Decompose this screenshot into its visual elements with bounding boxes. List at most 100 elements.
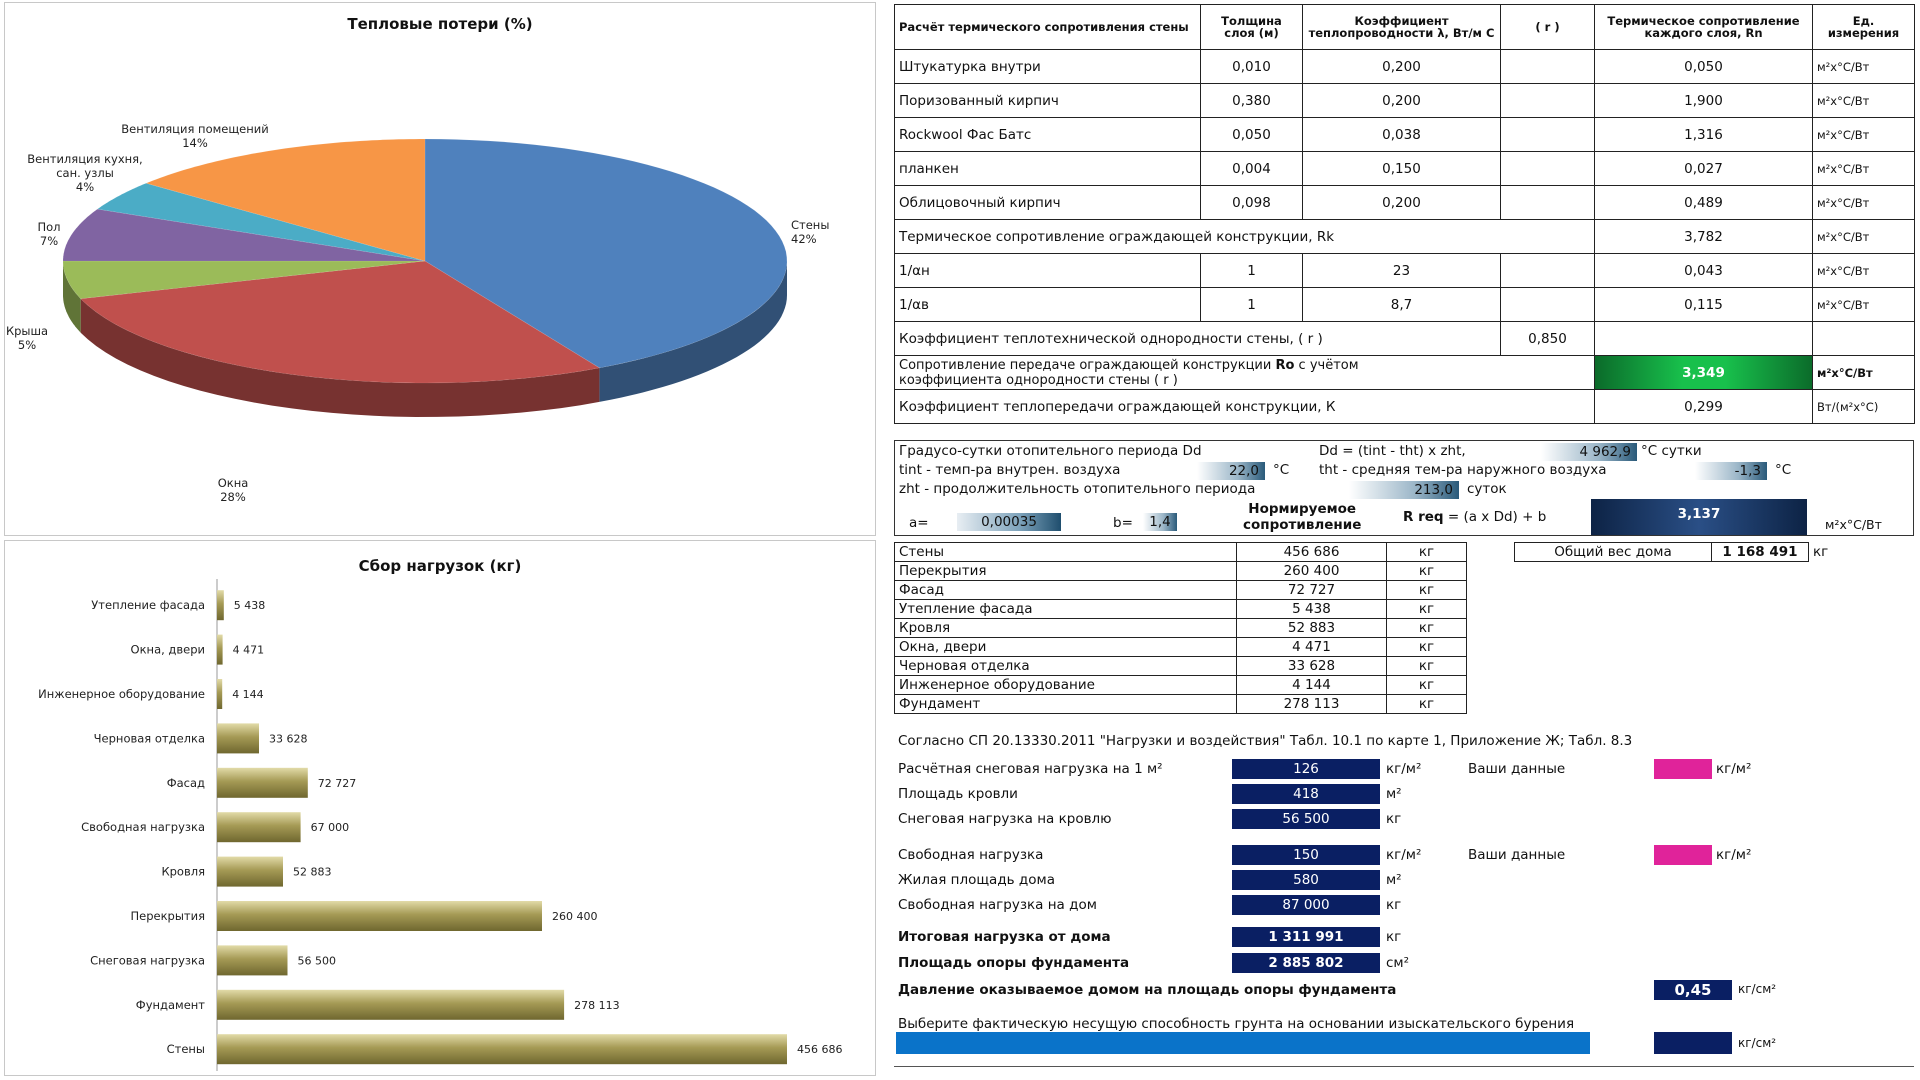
uniformity-empty-1 xyxy=(1594,321,1813,356)
layer-row: Облицовочный кирпич 0,098 0,200 0,489 м²х°С/… xyxy=(894,185,1915,220)
rreq-formula-text: = (a x Dd) + b xyxy=(1443,509,1547,525)
layer-name: Облицовочный кирпич xyxy=(894,185,1201,220)
pressure-value: 0,45 xyxy=(1654,980,1732,1000)
tint-value[interactable]: 22,0 xyxy=(1197,462,1265,480)
b-label: b= xyxy=(1113,515,1133,531)
soil-value-box[interactable] xyxy=(1654,1032,1732,1054)
load-row: Фасад 72 727 кг xyxy=(894,580,1467,600)
heat-loss-chart: Тепловые потери (%) Стены 42% Окна 28% Крыша… xyxy=(4,2,876,536)
layer-unit: м²х°С/Вт xyxy=(1812,185,1915,220)
soil-label: Выберите фактическую несущую способность… xyxy=(898,1016,1575,1032)
soil-select-bar[interactable] xyxy=(896,1032,1590,1054)
pressure-label: Давление оказываемое домом на площадь оп… xyxy=(898,982,1397,998)
pie-label: Крыша 5% xyxy=(6,324,48,352)
an-rn: 0,043 xyxy=(1594,253,1813,288)
bar xyxy=(217,989,565,1020)
load-unit: кг xyxy=(1386,542,1467,562)
bar xyxy=(217,812,301,843)
snow-row-value[interactable]: 87 000 xyxy=(1232,895,1380,915)
pie-label: Стены 42% xyxy=(791,218,829,246)
layer-rn: 0,050 xyxy=(1594,49,1813,84)
bar-category-label: Черновая отделка xyxy=(94,731,205,745)
header-thickness: Толщина слоя (м) xyxy=(1200,4,1303,50)
your-data-input[interactable] xyxy=(1654,759,1712,779)
av-unit: м²х°С/Вт xyxy=(1812,287,1915,322)
bar-value-label: 67 000 xyxy=(311,821,350,834)
an-thickness: 1 xyxy=(1200,253,1303,288)
layer-lambda: 0,150 xyxy=(1302,151,1501,186)
snow-row-value[interactable]: 126 xyxy=(1232,759,1380,779)
load-name: Инженерное оборудование xyxy=(894,675,1237,695)
load-row: Инженерное оборудование 4 144 кг xyxy=(894,675,1467,695)
uniformity-label: Коэффициент теплотехнической однородност… xyxy=(894,321,1501,356)
dd-formula: Dd = (tint - tht) x zht, xyxy=(1319,443,1466,459)
rreq-bold: R req xyxy=(1403,509,1444,525)
rreq-unit: м²х°С/Вт xyxy=(1825,517,1882,532)
bottom-divider xyxy=(894,1066,1914,1067)
load-row: Окна, двери 4 471 кг xyxy=(894,637,1467,657)
layer-thickness: 0,380 xyxy=(1200,83,1303,118)
layer-r xyxy=(1500,117,1595,152)
snow-row-unit: м² xyxy=(1386,786,1402,802)
k-label: Коэффициент теплопередачи ограждающей ко… xyxy=(894,389,1595,424)
snow-row-label: Снеговая нагрузка на кровлю xyxy=(898,811,1112,827)
layer-rn: 1,316 xyxy=(1594,117,1813,152)
dd-value[interactable]: 4 962,9 xyxy=(1541,443,1637,461)
bar-value-label: 4 471 xyxy=(233,644,265,657)
layer-thickness: 0,098 xyxy=(1200,185,1303,220)
your-data-input[interactable] xyxy=(1654,845,1712,865)
header-rn: Термическое сопротивление каждого слоя, … xyxy=(1594,4,1813,50)
snow-row-value[interactable]: 150 xyxy=(1232,845,1380,865)
dd-label: Градусо-сутки отопительного периода Dd xyxy=(899,443,1202,459)
bar-value-label: 33 628 xyxy=(269,732,308,745)
layer-row: Rockwool Фас Батс 0,050 0,038 1,316 м²х°С/Вт xyxy=(894,117,1915,152)
rreq-value: 3,137 xyxy=(1591,499,1807,535)
tint-unit: °С xyxy=(1273,462,1290,478)
total-weight-unit: кг xyxy=(1813,544,1829,560)
an-label: 1/αн xyxy=(894,253,1201,288)
layer-row: Поризованный кирпич 0,380 0,200 1,900 м²х°С/… xyxy=(894,83,1915,118)
layer-lambda: 0,200 xyxy=(1302,83,1501,118)
load-unit: кг xyxy=(1386,656,1467,676)
snow-row-value[interactable]: 580 xyxy=(1232,870,1380,890)
load-unit: кг xyxy=(1386,580,1467,600)
thermal-resistance-table: Расчёт термического сопротивления стены … xyxy=(894,4,1915,424)
ro-value: 3,349 xyxy=(1594,355,1813,390)
rreq-formula: R req = (a x Dd) + b xyxy=(1403,509,1546,525)
pie-label: Вентиляция помещений 14% xyxy=(121,122,268,150)
ro-label: Сопротивление передаче ограждающей конст… xyxy=(894,355,1595,390)
pie-side-2 xyxy=(63,261,81,333)
tht-value[interactable]: -1,3 xyxy=(1695,462,1767,480)
loads-chart: Сбор нагрузок (кг) Утепление фасада 5 438… xyxy=(4,540,876,1076)
snow-row-value[interactable]: 56 500 xyxy=(1232,809,1380,829)
tint-label: tint - темп-ра внутрен. воздуха xyxy=(899,462,1121,478)
soil-unit: кг/см² xyxy=(1738,1036,1777,1050)
snow-row-label: Свободная нагрузка xyxy=(898,847,1044,863)
layer-name: Rockwool Фас Батс xyxy=(894,117,1201,152)
total-load-label: Итоговая нагрузка от дома xyxy=(898,929,1111,945)
total-weight: Общий вес дома 1 168 491 кг xyxy=(1514,542,1832,562)
an-unit: м²х°С/Вт xyxy=(1812,253,1915,288)
snow-row-unit: кг/м² xyxy=(1386,847,1422,863)
dd-unit: °С сутки xyxy=(1641,443,1702,459)
bar-chart-svg: Утепление фасада 5 438 Окна, двери 4 471 Инж… xyxy=(38,579,843,1071)
snow-row-label: Свободная нагрузка на дом xyxy=(898,897,1097,913)
bar xyxy=(217,679,223,709)
bar xyxy=(217,634,223,665)
load-value: 4 144 xyxy=(1236,675,1387,695)
bar-value-label: 456 686 xyxy=(797,1043,843,1056)
snow-row-value[interactable]: 418 xyxy=(1232,784,1380,804)
load-unit: кг xyxy=(1386,675,1467,695)
load-value: 278 113 xyxy=(1236,694,1387,714)
b-value[interactable]: 1,4 xyxy=(1143,513,1177,531)
zht-value[interactable]: 213,0 xyxy=(1349,481,1459,499)
area-unit: см² xyxy=(1386,955,1410,971)
bar-value-label: 56 500 xyxy=(298,954,337,967)
bar-value-label: 52 883 xyxy=(293,866,332,879)
load-value: 72 727 xyxy=(1236,580,1387,600)
a-value[interactable]: 0,00035 xyxy=(957,513,1061,531)
norm-line2: сопротивление xyxy=(1243,517,1362,533)
load-row: Стены 456 686 кг xyxy=(894,542,1467,562)
loads-table: Стены 456 686 кг Перекрытия 260 400 кг Фасад 72… xyxy=(894,542,1467,714)
load-unit: кг xyxy=(1386,599,1467,619)
